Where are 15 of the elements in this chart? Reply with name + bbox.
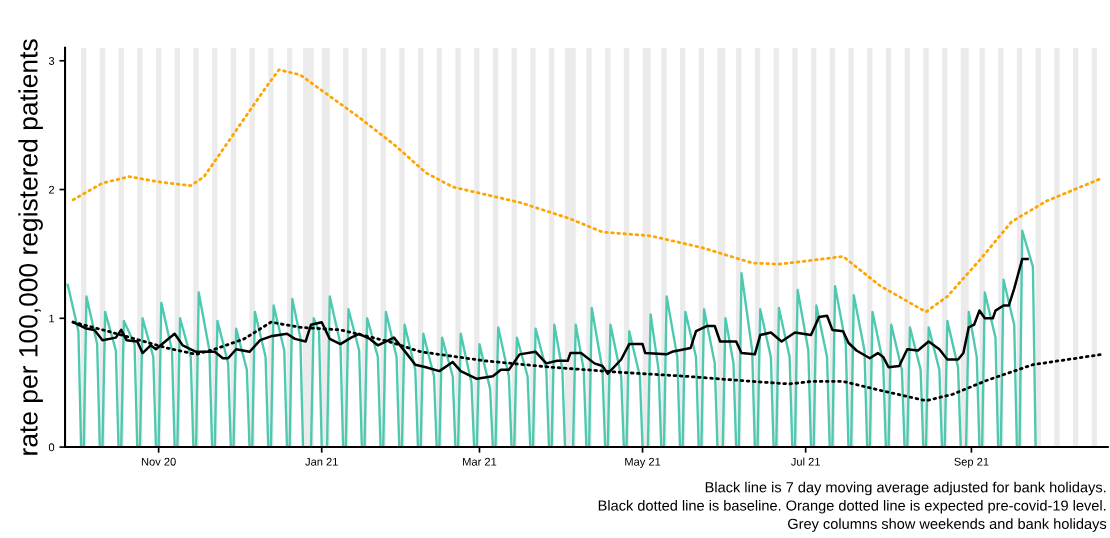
- x-tick-label: May 21: [625, 457, 661, 468]
- y-axis-title: rate per 100,000 registered patients: [18, 39, 43, 455]
- line-series: [66, 229, 1037, 448]
- y-tick-label: 3: [48, 57, 55, 65]
- x-tick-label: Nov 20: [141, 457, 176, 466]
- text: Black line is 7 day moving average adjusted for bank holidays.: [705, 481, 1106, 496]
- text: Grey columns show weekends and bank holidays: [788, 518, 1107, 532]
- x-tick-label: Jan 21: [305, 457, 338, 466]
- y-tick-label: 1: [49, 314, 55, 323]
- x-tick-label: Sep 21: [954, 457, 989, 468]
- x-tick-label: Mar 21: [463, 457, 497, 466]
- x-tick-label: Jul 21: [791, 457, 820, 466]
- y-tick-label: 0: [48, 443, 55, 452]
- text: Black dotted line is baseline. Orange dotted line is expected pre-covid-19 level.: [598, 500, 1106, 514]
- y-tick-label: 2: [49, 185, 55, 194]
